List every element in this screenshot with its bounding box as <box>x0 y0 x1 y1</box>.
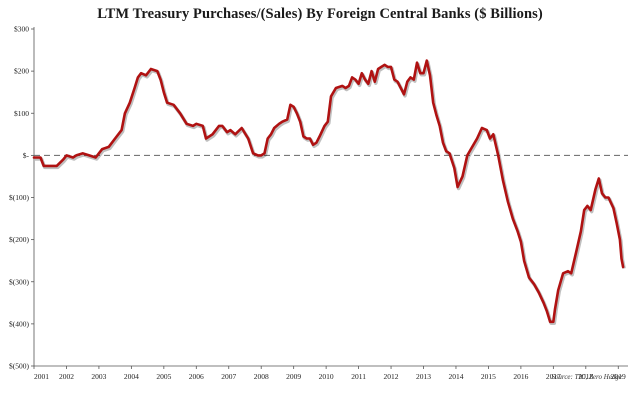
x-tick-label: 2010 <box>319 372 334 381</box>
y-tick-label: $(300) <box>9 277 29 286</box>
x-tick-label: 2009 <box>286 372 301 381</box>
x-tick-label: 2012 <box>384 372 399 381</box>
y-tick-label: $(200) <box>9 235 29 244</box>
series-line <box>32 59 625 324</box>
x-tick-label: 2001 <box>34 372 49 381</box>
source-note: Source: TIC, Zero Hedge <box>551 373 622 381</box>
y-tick-label: $200 <box>14 67 29 76</box>
x-tick-label: 2016 <box>513 372 528 381</box>
x-tick-label: 2018 <box>578 372 593 381</box>
x-tick-label: 2017 <box>546 372 561 381</box>
y-tick-label: $(500) <box>9 362 29 371</box>
x-tick-label: 2003 <box>91 372 106 381</box>
x-tick-label: 2013 <box>416 372 431 381</box>
y-tick-label: $(400) <box>9 319 29 328</box>
x-tick-label: 2006 <box>189 372 204 381</box>
chart-title: LTM Treasury Purchases/(Sales) By Foreig… <box>97 6 543 22</box>
x-tick-label: 2015 <box>481 372 496 381</box>
y-tick-label: $- <box>23 151 30 160</box>
x-tick-label: 2014 <box>448 372 463 381</box>
x-tick-label: 2008 <box>254 372 269 381</box>
y-tick-label: $(100) <box>9 193 29 202</box>
x-tick-label: 2004 <box>124 372 139 381</box>
x-tick-label: 2011 <box>351 372 366 381</box>
y-tick-label: $300 <box>14 25 29 34</box>
x-tick-label: 2002 <box>59 372 74 381</box>
y-tick-label: $100 <box>14 109 29 118</box>
x-tick-label: 2007 <box>221 372 236 381</box>
x-tick-label: 2005 <box>156 372 171 381</box>
x-tick-label: 2019 <box>611 372 626 381</box>
